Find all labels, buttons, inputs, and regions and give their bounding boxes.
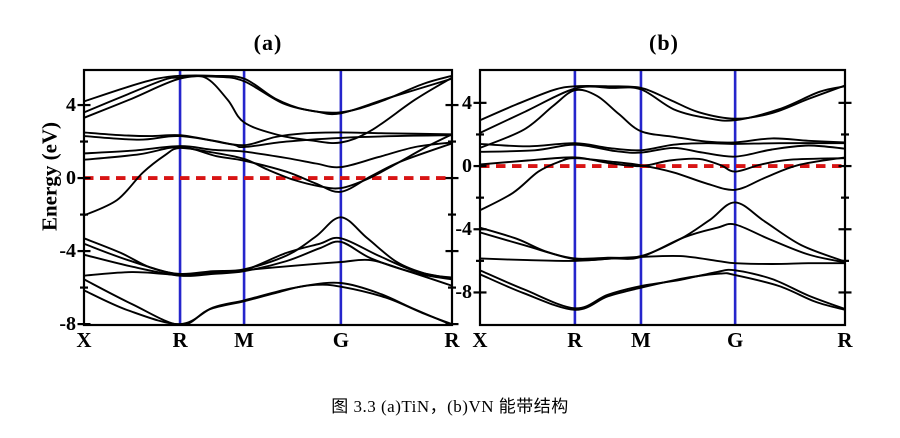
k-point-label: G [726, 328, 744, 352]
band-curve [84, 142, 452, 193]
band-curve [84, 133, 452, 217]
band-curve [84, 75, 452, 145]
band-curve [480, 156, 845, 173]
band-curves [84, 74, 452, 325]
y-tick-label: -4 [59, 240, 76, 263]
y-tick-label: 4 [66, 94, 76, 117]
k-point-label: M [234, 328, 254, 352]
k-point-label: R [837, 328, 853, 352]
band-curve [480, 222, 845, 264]
band-curve [480, 156, 845, 212]
panel-VN [473, 68, 852, 327]
panel-TiN [77, 68, 459, 327]
band-curves [480, 84, 845, 311]
band-curve [480, 143, 845, 158]
k-point-label: M [631, 328, 651, 352]
figure-caption: 图 3.3 (a)TiN，(b)VN 能带结构 [331, 397, 569, 416]
k-point-label: G [332, 328, 350, 352]
band-curve [84, 283, 452, 325]
band-curve [480, 85, 845, 134]
k-point-label: X [472, 328, 488, 352]
k-point-label: R [567, 328, 583, 352]
band-curve [480, 254, 845, 265]
y-tick-label: 0 [66, 167, 76, 190]
k-point-label: R [444, 328, 460, 352]
band-curve [480, 268, 845, 310]
panel-a-title: (a) [253, 30, 283, 55]
band-curve [84, 240, 452, 281]
y-tick-label: 0 [462, 155, 472, 178]
band-curve [480, 88, 845, 149]
band-curve [480, 272, 845, 311]
y-tick-label: -8 [59, 313, 76, 336]
band-curve [84, 75, 452, 119]
band-curve [84, 131, 452, 147]
band-curve [480, 84, 845, 122]
plot-frame [82, 68, 454, 327]
y-tick-label: -4 [455, 218, 472, 241]
k-point-label: R [172, 328, 188, 352]
band-curve [480, 142, 845, 152]
y-tick-label: -8 [455, 281, 472, 304]
band-curve [84, 236, 452, 280]
k-point-label: X [76, 328, 92, 352]
y-tick-label: 4 [462, 91, 472, 114]
panel-b-title: (b) [649, 30, 679, 55]
band-curve [84, 134, 452, 149]
band-curve [84, 141, 452, 169]
band-curve [480, 201, 845, 263]
